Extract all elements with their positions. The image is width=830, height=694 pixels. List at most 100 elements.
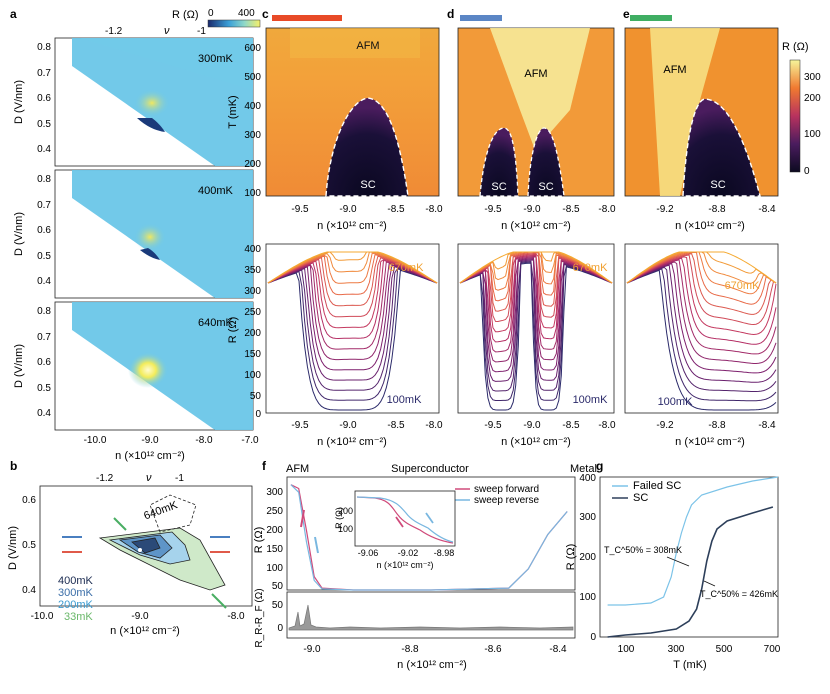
g-series-failed-sc xyxy=(607,476,779,606)
d-sc-dome-1 xyxy=(479,127,519,197)
a3-ytick-0.5: 0.5 xyxy=(37,383,51,394)
f-ytick-300: 300 xyxy=(266,487,283,498)
a3-ytick-0.7: 0.7 xyxy=(37,332,51,343)
a1-ytick-0.4: 0.4 xyxy=(37,144,51,155)
e-sc-dome xyxy=(682,98,761,197)
f-top-label-afm: AFM xyxy=(286,463,309,475)
g-ytick-400: 400 xyxy=(579,473,596,484)
d-label-sc2: SC xyxy=(538,181,553,193)
c-xtick-3: -8.5 xyxy=(387,204,405,215)
f-inset-arrow-red xyxy=(395,516,404,528)
a3-ytick-0.6: 0.6 xyxy=(37,357,51,368)
panel-d-lower: 670mK 100mK -9.5 -9.0 -8.5 -8.0 n (×10¹²… xyxy=(457,243,616,448)
ce-cbar-tick-100: 100 xyxy=(804,129,821,140)
d-xtick-4: -8.0 xyxy=(598,204,616,215)
e-label-sc: SC xyxy=(710,179,725,191)
c-lower-ytick-350: 350 xyxy=(244,265,261,276)
temperature-curve-c-15 xyxy=(267,251,438,284)
b-ytick-0.5: 0.5 xyxy=(22,540,36,551)
g-curves xyxy=(607,476,779,638)
e-lower-cold-label: 100mK xyxy=(658,396,694,408)
f-xtick-3: -8.6 xyxy=(484,644,502,655)
a-xtick-2: -9.0 xyxy=(141,435,159,446)
ce-colorbar xyxy=(789,59,801,173)
f-legend-reverse: sweep reverse xyxy=(474,495,539,506)
a-xtick-3: -8.0 xyxy=(195,435,213,446)
c-xtick-4: -8.0 xyxy=(425,204,443,215)
g-ytick-300: 300 xyxy=(579,512,596,523)
f-lower-ytick-50: 50 xyxy=(272,600,284,611)
c-lower-curves xyxy=(267,251,438,411)
f-series-reverse xyxy=(290,484,568,591)
f-inset-forward-curve xyxy=(356,496,454,544)
f-ytick-200: 200 xyxy=(266,525,283,536)
c-lower-ytick-150: 150 xyxy=(244,349,261,360)
panel-f: AFM Superconductor Metal 300 250 200 150… xyxy=(253,463,597,671)
ce-cbar-tick-200: 200 xyxy=(804,93,821,104)
c-lower-xtick-4: -8.0 xyxy=(425,420,443,431)
f-inset-xtick-2: -9.02 xyxy=(398,548,419,558)
f-inset-xtick-3: -8.98 xyxy=(434,548,455,558)
g-ytick-200: 200 xyxy=(579,552,596,563)
b-ytick-0.6: 0.6 xyxy=(22,495,36,506)
f-lower-difference-trace xyxy=(288,604,574,631)
ce-cbar-tick-0: 0 xyxy=(804,166,810,177)
d-lower-cold-label: 100mK xyxy=(573,394,609,406)
c-ytick-300: 300 xyxy=(244,130,261,141)
c-ylabel: T (mK) xyxy=(227,95,239,128)
b-label-200mK: 200mK xyxy=(58,599,94,611)
e-lower-xtick-1: -9.2 xyxy=(656,420,674,431)
panel-b: -1.2 ν -1 640mK 400mK 300mK 200mK 33mK 0… xyxy=(7,472,253,637)
g-annot-failed-arrow xyxy=(666,556,690,567)
f-inset-xtick-1: -9.06 xyxy=(358,548,379,558)
panel-c: AFM SC 600 500 400 300 200 100 T (mK) -9… xyxy=(227,15,443,232)
c-color-bar xyxy=(272,15,342,21)
f-lower-frame xyxy=(286,591,576,639)
a2-ylabel: D (V/nm) xyxy=(13,212,25,256)
a3-ytick-0.4: 0.4 xyxy=(37,408,51,419)
d-label-afm: AFM xyxy=(524,68,547,80)
f-ytick-50: 50 xyxy=(272,581,284,592)
a-colorbar-max: 400 xyxy=(238,8,255,19)
e-xtick-2: -8.8 xyxy=(708,204,726,215)
a-nu-tick-2: -1 xyxy=(197,26,206,37)
d-xtick-3: -8.5 xyxy=(562,204,580,215)
d-lower-xtick-1: -9.5 xyxy=(484,420,502,431)
f-xtick-4: -8.4 xyxy=(549,644,567,655)
a-nu-symbol: ν xyxy=(164,25,170,37)
a-colorbar xyxy=(207,19,261,28)
f-inset-reverse-curve xyxy=(356,496,454,543)
a1-ytick-0.6: 0.6 xyxy=(37,93,51,104)
e-color-bar xyxy=(630,15,672,21)
b-contour-640mK xyxy=(149,494,197,533)
e-lower-curves xyxy=(626,251,777,411)
g-legend-failed: Failed SC xyxy=(633,480,681,492)
a-colorbar-title: R (Ω) xyxy=(172,9,199,21)
g-ylabel: R (Ω) xyxy=(565,544,577,571)
b-arrow-green-1 xyxy=(113,517,127,531)
d-lower-xlabel: n (×10¹² cm⁻²) xyxy=(501,436,571,448)
c-ytick-200: 200 xyxy=(244,159,261,170)
e-lower-xlabel: n (×10¹² cm⁻²) xyxy=(675,436,745,448)
a1-ytick-0.7: 0.7 xyxy=(37,68,51,79)
a2-ytick-0.8: 0.8 xyxy=(37,174,51,185)
a-xlabel: n (×10¹² cm⁻²) xyxy=(115,450,185,462)
b-ylabel: D (V/nm) xyxy=(7,526,19,570)
a2-ytick-0.5: 0.5 xyxy=(37,251,51,262)
a2-ytick-0.6: 0.6 xyxy=(37,225,51,236)
f-arrow-red xyxy=(300,509,305,528)
g-xtick-500: 500 xyxy=(716,644,733,655)
a-colorbar-min: 0 xyxy=(208,8,214,19)
panel-e-lower: 670mK 100mK -9.2 -8.8 -8.4 n (×10¹² cm⁻²… xyxy=(624,243,779,448)
c-label-afm: AFM xyxy=(356,40,379,52)
b-marker xyxy=(138,548,142,552)
f-arrow-blue xyxy=(314,536,319,554)
a1-ytick-0.5: 0.5 xyxy=(37,119,51,130)
a1-ytick-0.8: 0.8 xyxy=(37,42,51,53)
a3-ylabel: D (V/nm) xyxy=(13,344,25,388)
c-lower-ytick-0: 0 xyxy=(255,409,261,420)
d-label-sc1: SC xyxy=(491,181,506,193)
f-ylabel: R (Ω) xyxy=(253,527,265,554)
d-xtick-1: -9.5 xyxy=(484,204,502,215)
b-nu-tick-2: -1 xyxy=(175,473,184,484)
